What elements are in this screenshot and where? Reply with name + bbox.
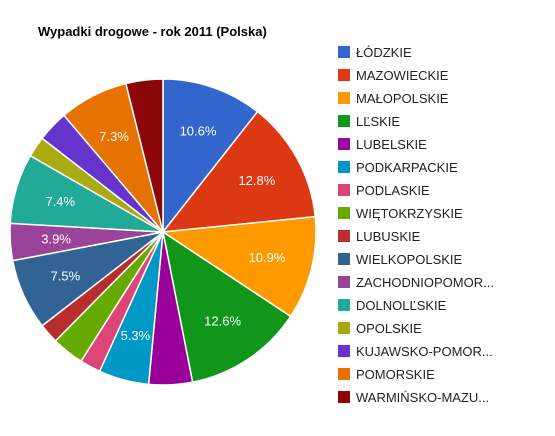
legend-swatch [338,253,350,265]
legend-label: WIĘTOKRZYSKIE [356,206,463,221]
legend-swatch [338,368,350,380]
legend-item[interactable]: WIELKOPOLSKIE [338,252,463,267]
legend-swatch [338,138,350,150]
legend-item[interactable]: POMORSKIE [338,367,435,382]
legend-item[interactable]: ZACHODNIOPOMOR... [338,275,494,290]
slice-data-label: 10.9% [249,250,286,265]
pie-slice[interactable] [124,78,164,233]
slice-data-label: 12.6% [204,314,241,329]
legend: ŁÓDZKIE MAZOWIECKIE MAŁOPOLSKIE LĽSKIE LUBEL… [338,45,494,405]
legend-swatch [338,391,350,403]
legend-swatch [338,299,350,311]
legend-swatch [338,184,350,196]
legend-label: PODKARPACKIE [356,160,458,175]
legend-label: LUBELSKIE [356,137,427,152]
legend-label: DOLNOLĽSKIE [356,298,447,313]
pie-slice-labels: 10.6% 12.8% 10.9% 12.6% 5.3% 7.5% 3.9% 7.4% 7.3% [41,123,286,343]
legend-item[interactable]: OPOLSKIE [338,321,422,336]
slice-data-label: 12.8% [238,173,275,188]
legend-item[interactable]: PODLASKIE [338,183,430,198]
slice-data-label: 7.5% [51,269,81,284]
legend-item[interactable]: DOLNOLĽSKIE [338,298,447,313]
legend-swatch [338,69,350,81]
pie-slice[interactable] [162,78,259,235]
slice-data-label: 7.3% [99,129,129,144]
legend-label: ZACHODNIOPOMOR... [356,275,494,290]
legend-item[interactable]: WIĘTOKRZYSKIE [338,206,463,221]
legend-label: PODLASKIE [356,183,430,198]
legend-item[interactable]: KUJAWSKO-POMOR... [338,344,493,359]
legend-item[interactable]: MAZOWIECKIE [338,68,449,83]
legend-label: KUJAWSKO-POMOR... [356,344,493,359]
legend-item[interactable]: LUBUSKIE [338,229,421,244]
pie-slices [9,78,317,386]
legend-label: MAZOWIECKIE [356,68,449,83]
legend-swatch [338,92,350,104]
pie-slice[interactable] [160,215,317,318]
slice-data-label: 3.9% [41,232,71,247]
legend-swatch [338,207,350,219]
legend-swatch [338,230,350,242]
slice-data-label: 7.4% [45,194,75,209]
chart-title: Wypadki drogowe - rok 2011 (Polska) [38,24,267,39]
legend-label: WARMIŃSKO-MAZU... [356,390,489,405]
legend-swatch [338,322,350,334]
legend-item[interactable]: PODKARPACKIE [338,160,458,175]
legend-item[interactable]: LĽSKIE [338,114,400,129]
legend-item[interactable]: WARMIŃSKO-MAZU... [338,390,489,405]
legend-label: WIELKOPOLSKIE [356,252,463,267]
slice-data-label: 5.3% [121,328,151,343]
legend-item[interactable]: MAŁOPOLSKIE [338,91,449,106]
legend-swatch [338,276,350,288]
pie-slice[interactable] [161,230,292,383]
legend-label: OPOLSKIE [356,321,422,336]
legend-label: LĽSKIE [356,114,400,129]
legend-swatch [338,115,350,127]
legend-swatch [338,46,350,58]
pie-slice[interactable] [161,110,317,233]
legend-label: MAŁOPOLSKIE [356,91,449,106]
legend-label: POMORSKIE [356,367,435,382]
legend-item[interactable]: LUBELSKIE [338,137,427,152]
slice-data-label: 10.6% [180,123,217,138]
legend-swatch [338,161,350,173]
legend-swatch [338,345,350,357]
legend-label: ŁÓDZKIE [356,45,412,60]
legend-label: LUBUSKIE [356,229,421,244]
legend-item[interactable]: ŁÓDZKIE [338,45,412,60]
